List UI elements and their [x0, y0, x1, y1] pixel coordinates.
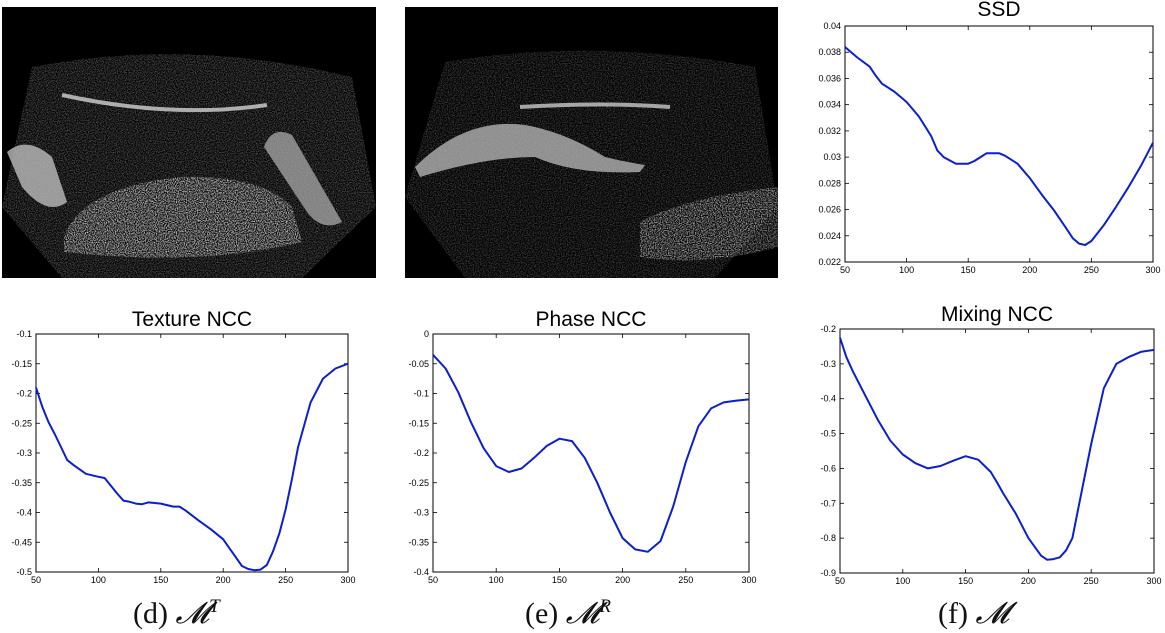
y-tick-label: 0.032 [818, 126, 841, 136]
caption-d-superscript: T [209, 596, 220, 617]
y-tick-label: -0.15 [11, 359, 32, 369]
chart-phase-ncc: Phase NCC 50 100 150 200 250 300 -0.4 -0.35 -0.3 -… [395, 300, 775, 590]
x-tick-label: 50 [428, 575, 438, 585]
caption-e-superscript: R [599, 596, 612, 617]
y-tick-label: 0.04 [823, 21, 841, 31]
y-tick-label: -0.05 [408, 359, 429, 369]
y-tick-label: -0.7 [820, 498, 836, 508]
y-tick-label: -0.4 [413, 567, 429, 577]
y-tick-label: 0.03 [823, 152, 841, 162]
caption-e-label: (e) [525, 597, 559, 630]
y-tick-label: -0.4 [820, 394, 836, 404]
series-line [844, 46, 1154, 246]
x-tick-label: 250 [1084, 576, 1099, 586]
ultrasound-image-2 [405, 7, 778, 278]
x-tick-label: 300 [1146, 576, 1161, 586]
caption-d-label: (d) [133, 597, 168, 630]
y-tick-label: 0.036 [818, 73, 841, 83]
y-tick-label: 0.022 [818, 257, 841, 267]
plot-frame [844, 25, 1154, 263]
caption-e-symbol: 𝓜 [565, 596, 600, 631]
y-tick-label: -0.1 [16, 329, 32, 339]
y-tick-label: -0.2 [413, 448, 429, 458]
x-tick-label: 250 [1084, 265, 1099, 275]
x-tick-label: 300 [1145, 265, 1160, 275]
x-tick-label: 300 [741, 575, 756, 585]
chart-ssd: SSD 50 100 150 200 250 300 0.022 0.024 0.026 0.028… [800, 0, 1165, 280]
y-tick-label: 0.038 [818, 47, 841, 57]
y-tick-label: -0.1 [413, 389, 429, 399]
y-tick-label: 0.028 [818, 178, 841, 188]
series-line [432, 354, 750, 553]
x-tick-label: 100 [895, 576, 910, 586]
y-tick-label: -0.2 [16, 389, 32, 399]
x-tick-label: 50 [31, 575, 41, 585]
y-tick-label: -0.4 [16, 508, 32, 518]
x-tick-label: 300 [340, 575, 355, 585]
y-tick-label: 0.026 [818, 205, 841, 215]
x-tick-label: 200 [1021, 576, 1036, 586]
caption-e: (e) 𝓜R [525, 596, 611, 631]
y-tick-label: -0.3 [413, 508, 429, 518]
y-tick-label: -0.45 [11, 537, 32, 547]
x-tick-label: 150 [961, 265, 976, 275]
y-tick-label: -0.8 [820, 533, 836, 543]
plot-frame [839, 328, 1155, 574]
x-tick-label: 200 [216, 575, 231, 585]
chart-title: Mixing NCC [941, 303, 1053, 326]
y-tick-label: -0.25 [11, 418, 32, 428]
y-tick-label: -0.5 [16, 567, 32, 577]
chart-title: SSD [977, 0, 1020, 21]
x-tick-label: 150 [958, 576, 973, 586]
x-tick-label: 150 [153, 575, 168, 585]
y-tick-label: 0.024 [818, 231, 841, 241]
x-tick-label: 250 [678, 575, 693, 585]
y-tick-label: -0.9 [820, 568, 836, 578]
y-tick-label: -0.25 [408, 478, 429, 488]
y-tick-label: -0.3 [820, 359, 836, 369]
caption-f-symbol: 𝓜 [975, 596, 1010, 631]
chart-title: Phase NCC [536, 308, 647, 331]
y-tick-label: 0.034 [818, 100, 841, 110]
caption-d-symbol: 𝓜 [175, 596, 210, 631]
x-tick-label: 150 [552, 575, 567, 585]
x-tick-label: 100 [899, 265, 914, 275]
y-tick-label: 0 [424, 329, 429, 339]
x-tick-label: 50 [835, 576, 845, 586]
x-tick-label: 100 [91, 575, 106, 585]
caption-d: (d) 𝓜T [133, 596, 220, 631]
y-tick-label: -0.2 [820, 324, 836, 334]
y-tick-label: -0.35 [11, 478, 32, 488]
plot-frame [35, 333, 349, 573]
y-tick-label: -0.35 [408, 537, 429, 547]
x-tick-label: 100 [489, 575, 504, 585]
x-tick-label: 50 [840, 265, 850, 275]
x-tick-label: 200 [1022, 265, 1037, 275]
y-tick-label: -0.5 [820, 429, 836, 439]
x-tick-label: 200 [615, 575, 630, 585]
chart-title: Texture NCC [132, 308, 252, 331]
caption-f-label: (f) [938, 597, 968, 630]
series-line [839, 337, 1155, 561]
y-tick-label: -0.15 [408, 418, 429, 428]
chart-texture-ncc: Texture NCC 50 100 150 200 250 300 -0.5 -0.45 -0.… [0, 300, 380, 590]
caption-f: (f) 𝓜 [938, 596, 1009, 631]
series-line [35, 362, 349, 572]
chart-mixing-ncc: Mixing NCC 50 100 150 200 250 300 -0.9 -0.8 -0.7 -… [790, 295, 1165, 590]
y-tick-label: -0.6 [820, 463, 836, 473]
x-tick-label: 250 [278, 575, 293, 585]
ultrasound-image-1 [2, 7, 376, 278]
plot-frame [432, 333, 750, 573]
y-tick-label: -0.3 [16, 448, 32, 458]
